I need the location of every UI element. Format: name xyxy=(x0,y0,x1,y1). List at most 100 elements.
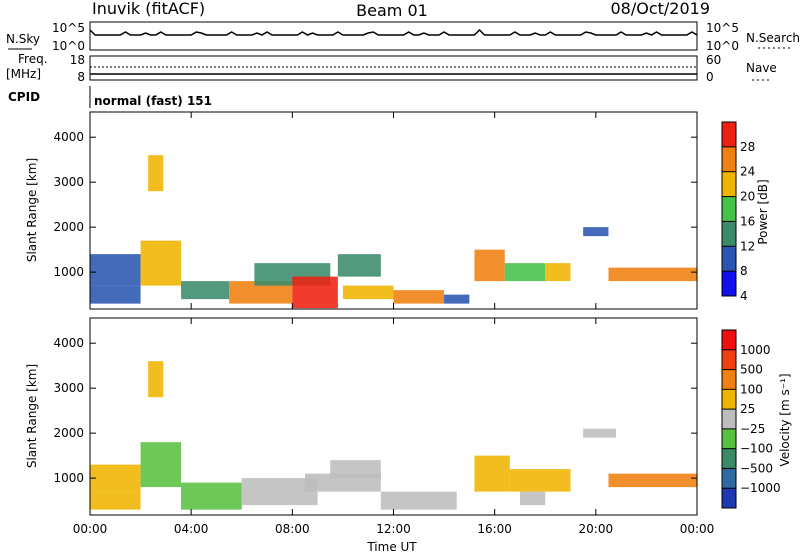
velocity-colorbar-tick-label-1: 500 xyxy=(740,363,763,377)
velocity-cell-3 xyxy=(148,361,164,398)
power-cell-12 xyxy=(474,249,505,282)
xtick-label-4: 16:00 xyxy=(477,522,512,536)
power-ytick-label-0: 4000 xyxy=(53,130,84,144)
velocity-cell-13 xyxy=(583,428,617,438)
power-colorbar-tick-label-0: 28 xyxy=(740,140,755,154)
power-cell-14 xyxy=(545,263,571,282)
power-cell-7 xyxy=(292,276,338,309)
power-colorbar-swatch-6 xyxy=(722,271,736,297)
power-cell-8 xyxy=(337,254,381,277)
velocity-colorbar-tick-label-3: 25 xyxy=(740,402,755,416)
velocity-colorbar-swatch-7 xyxy=(722,468,736,489)
power-cell-16 xyxy=(583,227,609,237)
nsearch-tick-top: 10^5 xyxy=(706,21,739,35)
freq-unit-label: [MHz] xyxy=(6,67,41,81)
velocity-ytick-label-0: 4000 xyxy=(53,336,84,350)
power-cell-15 xyxy=(608,267,697,282)
power-colorbar-swatch-4 xyxy=(722,221,736,247)
velocity-colorbar-label: Velocity [m s⁻¹] xyxy=(778,373,792,466)
power-heatmap xyxy=(90,155,697,309)
power-colorbar-swatch-1 xyxy=(722,146,736,173)
velocity-colorbar-tick-label-4: −25 xyxy=(740,422,765,436)
nsearch-label: N.Search xyxy=(746,31,800,45)
velocity-cell-9 xyxy=(474,455,510,492)
velocity-colorbar-swatch-5 xyxy=(722,428,736,450)
power-cell-0 xyxy=(90,254,141,286)
power-colorbar-swatch-2 xyxy=(722,171,736,198)
power-colorbar: 28 24 20 16 12 8 4 xyxy=(721,121,755,303)
nsky-tick-top: 10^5 xyxy=(52,21,85,35)
power-cell-3 xyxy=(148,155,164,192)
power-y-axis: 4000 3000 2000 1000 xyxy=(53,130,697,279)
nsky-label: N.Sky xyxy=(6,32,40,46)
power-cell-1 xyxy=(90,285,141,304)
velocity-cell-2 xyxy=(140,442,182,488)
velocity-colorbar-tick-label-6: −500 xyxy=(740,461,773,475)
power-colorbar-swatch-5 xyxy=(722,246,736,272)
nave-tick-bottom: 0 xyxy=(706,70,714,84)
freq-tick-bottom: 8 xyxy=(77,70,85,84)
velocity-cell-11 xyxy=(519,491,546,506)
xtick-label-0: 00:00 xyxy=(73,522,108,536)
power-cell-4 xyxy=(181,281,230,300)
freq-tick-top: 18 xyxy=(70,53,85,67)
velocity-colorbar-swatch-6 xyxy=(722,448,736,469)
power-cell-2 xyxy=(140,240,182,286)
velocity-cell-12 xyxy=(608,473,697,488)
nsky-panel xyxy=(89,21,698,51)
cpid-text: normal (fast) 151 xyxy=(94,94,212,108)
power-colorbar-swatch-3 xyxy=(722,196,736,222)
power-colorbar-tick-label-5: 8 xyxy=(740,264,748,278)
power-colorbar-tick-label-4: 12 xyxy=(740,239,755,253)
freq-panel xyxy=(89,55,698,81)
velocity-cell-0 xyxy=(90,464,141,492)
beam-title: Beam 01 xyxy=(356,1,428,20)
power-cell-13 xyxy=(504,263,546,282)
xtick-label-2: 08:00 xyxy=(275,522,310,536)
time-x-axis: 00:00 04:00 08:00 12:00 16:00 20:00 00:00 xyxy=(73,112,715,536)
freq-label: Freq. xyxy=(18,52,48,66)
velocity-colorbar-frame xyxy=(721,329,737,509)
power-cell-9 xyxy=(342,285,394,300)
cpid-label: CPID xyxy=(8,90,40,104)
power-panel-frame xyxy=(89,111,698,310)
xtick-label-5: 20:00 xyxy=(579,522,614,536)
power-cell-10 xyxy=(393,290,445,304)
velocity-colorbar-swatch-1 xyxy=(722,349,736,371)
velocity-y-axis: 4000 3000 2000 1000 xyxy=(53,336,697,485)
nsearch-tick-bottom: 10^0 xyxy=(706,39,739,53)
nsky-trace xyxy=(89,28,698,36)
velocity-colorbar-tick-label-2: 100 xyxy=(740,382,763,396)
power-colorbar-swatch-0 xyxy=(722,122,736,148)
velocity-cell-10 xyxy=(509,469,571,492)
velocity-colorbar-tick-label-0: 1000 xyxy=(740,343,771,357)
power-ytick-label-2: 2000 xyxy=(53,220,84,234)
velocity-colorbar-swatch-2 xyxy=(722,369,736,390)
power-colorbar-tick-label-2: 20 xyxy=(740,190,755,204)
power-ytick-label-3: 1000 xyxy=(53,265,84,279)
power-y-label: Slant Range [km] xyxy=(25,158,39,262)
velocity-colorbar-swatch-3 xyxy=(722,389,736,410)
velocity-ytick-label-1: 3000 xyxy=(53,381,84,395)
velocity-cell-1 xyxy=(90,491,141,510)
x-axis-label: Time UT xyxy=(366,540,417,554)
xtick-label-1: 04:00 xyxy=(174,522,209,536)
velocity-colorbar-tick-label-7: −1000 xyxy=(740,481,781,495)
velocity-colorbar: 1000 500 100 25 −25 −100 −500 −1000 xyxy=(721,329,781,509)
velocity-colorbar-swatch-8 xyxy=(722,488,736,509)
power-cell-5 xyxy=(229,281,293,304)
date-title: 08/Oct/2019 xyxy=(610,0,710,18)
power-colorbar-tick-label-6: 4 xyxy=(740,289,748,303)
power-cell-11 xyxy=(444,294,470,304)
xtick-label-3: 12:00 xyxy=(376,522,411,536)
nave-tick-top: 60 xyxy=(706,53,721,67)
nave-label: Nave xyxy=(746,61,777,75)
xtick-label-6: 00:00 xyxy=(680,522,715,536)
velocity-heatmap xyxy=(90,361,697,510)
power-colorbar-tick-label-3: 16 xyxy=(740,214,755,228)
velocity-ytick-label-2: 2000 xyxy=(53,426,84,440)
velocity-cell-7 xyxy=(330,460,381,479)
velocity-cell-4 xyxy=(181,482,242,510)
station-title: Inuvik (fitACF) xyxy=(92,0,205,18)
